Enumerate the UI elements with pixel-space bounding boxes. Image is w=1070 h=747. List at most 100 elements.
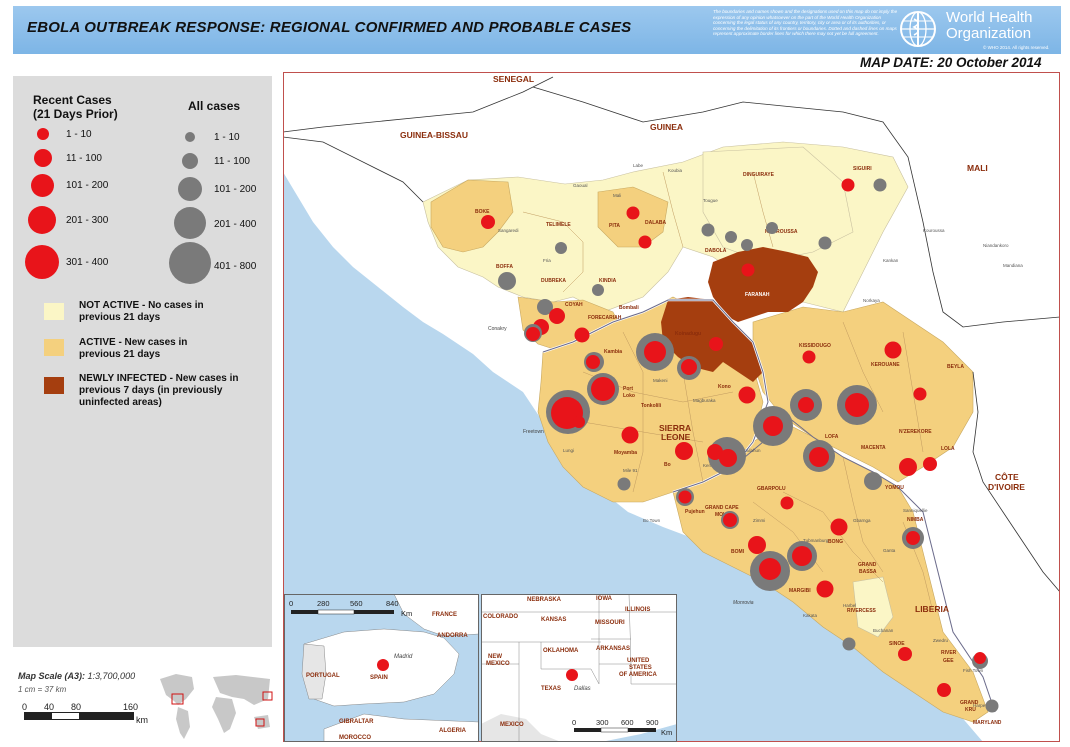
all-cases-marker [985,699,999,713]
label-dinguiraye: DINGUIRAYE [743,172,775,178]
label-margibi: MARGIBI [789,588,811,594]
recent-cases-marker [741,263,755,277]
all-cases-title: All cases [188,99,241,113]
recent-cases-marker [898,647,912,661]
label-grand-cape-1: GRAND CAPE [705,505,739,511]
recent-cases-marker [802,350,816,364]
scale-unit: km [136,715,148,725]
svg-text:Mali: Mali [613,193,621,198]
recent-cases-marker [723,513,737,527]
case-markers [481,178,999,713]
recent-cases-marker [763,416,783,436]
recent-cases-marker [707,444,723,460]
status-line: NOT ACTIVE - No cases in [79,300,204,311]
label-kambia: Kambia [604,349,622,355]
label-lola: LOLA [941,446,955,452]
svg-text:Harper: Harper [973,703,987,708]
all-cases-marker [741,239,753,251]
svg-text:Fria: Fria [543,258,551,263]
label-dubreka: DUBREKA [541,278,566,284]
all-cases-marker [725,231,737,243]
all-cases-marker [555,242,567,254]
ebola-region-map: Labe Koubia Tougue Gaoual Sangaredi Fria Mal… [283,72,1060,742]
guinea-bissau-border [283,136,424,203]
label-nzerekore: N'ZEREKORE [899,429,932,435]
map-scale: Map Scale (A3): 1:3,700,000 1 cm = 37 km… [13,668,273,743]
svg-text:Kakata: Kakata [803,613,818,618]
label-grand-bassa-2: BASSA [859,569,877,575]
not-active-label: NOT ACTIVE - No cases in previous 21 day… [79,300,279,324]
scale-tick: 40 [44,702,55,712]
recent-range-label: 11 - 100 [66,153,102,164]
label-madrid: Madrid [394,654,413,660]
label-illinois: ILLINOIS [625,607,650,613]
label-monrovia: Monrovia [733,600,754,606]
all-cases-marker [818,236,832,250]
recent-cases-marker [974,652,986,664]
faranah-newly-infected [708,247,818,322]
label-conakry: Conakry [488,326,507,332]
label-boffa: BOFFA [496,264,513,270]
label-bombali: Bombali [619,305,639,311]
label-telimele: TELIMELE [546,222,571,228]
recent-cases-marker [681,359,697,375]
spain-scale-tick: 560 [350,599,363,608]
label-lofa: LOFA [825,434,839,440]
recent-cases-marker [675,442,693,460]
recent-cases-marker [923,457,937,471]
recent-201-300-dot [28,206,56,234]
label-grand-bassa-1: GRAND [858,562,877,568]
label-bong: BONG [828,539,843,545]
svg-text:Tubmanburg: Tubmanburg [803,538,829,543]
recent-cases-marker [719,449,737,467]
label-bo: Bo [664,462,671,468]
label-france: FRANCE [432,612,457,618]
recent-cases-marker [906,531,920,545]
label-grand-kru-2: KRU [965,707,976,713]
label-mexico: MEXICO [500,722,524,728]
label-kissidougo: KISSIDOUGO [799,343,831,349]
svg-text:Bo Town: Bo Town [643,518,661,523]
svg-text:Harbel: Harbel [843,603,856,608]
label-spain: SPAIN [370,675,388,681]
header-banner: EBOLA OUTBREAK RESPONSE: REGIONAL CONFIR… [13,6,1061,54]
label-iowa: IOWA [596,596,613,602]
recent-cases-marker [709,337,723,351]
rivercess-not-active [852,576,894,638]
label-gibraltar: GIBRALTAR [339,719,374,725]
label-liberia: LIBERIA [915,604,949,614]
status-line: previous 7 days (in previously [79,385,223,396]
recent-cases-marker [845,393,869,417]
label-sinoe: SINOE [889,641,905,647]
label-boke: BOKE [475,209,490,215]
label-texas: TEXAS [541,686,561,692]
label-rivercess: RIVERCESS [847,608,877,614]
label-yomou: YOMOU [885,485,904,491]
label-siguiri: SIGUIRI [853,166,872,172]
recent-cases-marker [526,327,540,341]
recent-range-label: 301 - 400 [66,257,109,268]
not-active-swatch [44,303,64,320]
label-maryland: MARYLAND [973,720,1002,726]
all-cases-marker [873,178,887,192]
world-locator-map [158,671,273,741]
all-1-10-dot [185,132,195,142]
label-kouroussa: KOUROUSSA [765,229,798,235]
recent-cases-marker [884,341,902,359]
spain-scale-unit: Km [401,609,412,618]
upper-guinea-pale [702,146,854,263]
all-range-label: 1 - 10 [214,132,240,143]
recent-range-label: 101 - 200 [66,180,109,191]
usa-scale-tick: 600 [621,718,634,727]
label-divoire: D'IVOIRE [988,482,1025,492]
active-label: ACTIVE - New cases in previous 21 days [79,337,279,361]
label-cote: CÔTE [995,471,1019,482]
copyright-text: © WHO 2014. All rights reserved. [983,45,1050,50]
recent-cases-marker [621,426,639,444]
scale-bar [24,712,134,720]
all-range-label: 201 - 400 [214,219,257,230]
recent-cases-marker [792,546,812,566]
all-cases-marker [592,284,604,296]
svg-text:Makeni: Makeni [653,378,668,383]
recent-title-line-2: (21 Days Prior) [33,107,118,121]
